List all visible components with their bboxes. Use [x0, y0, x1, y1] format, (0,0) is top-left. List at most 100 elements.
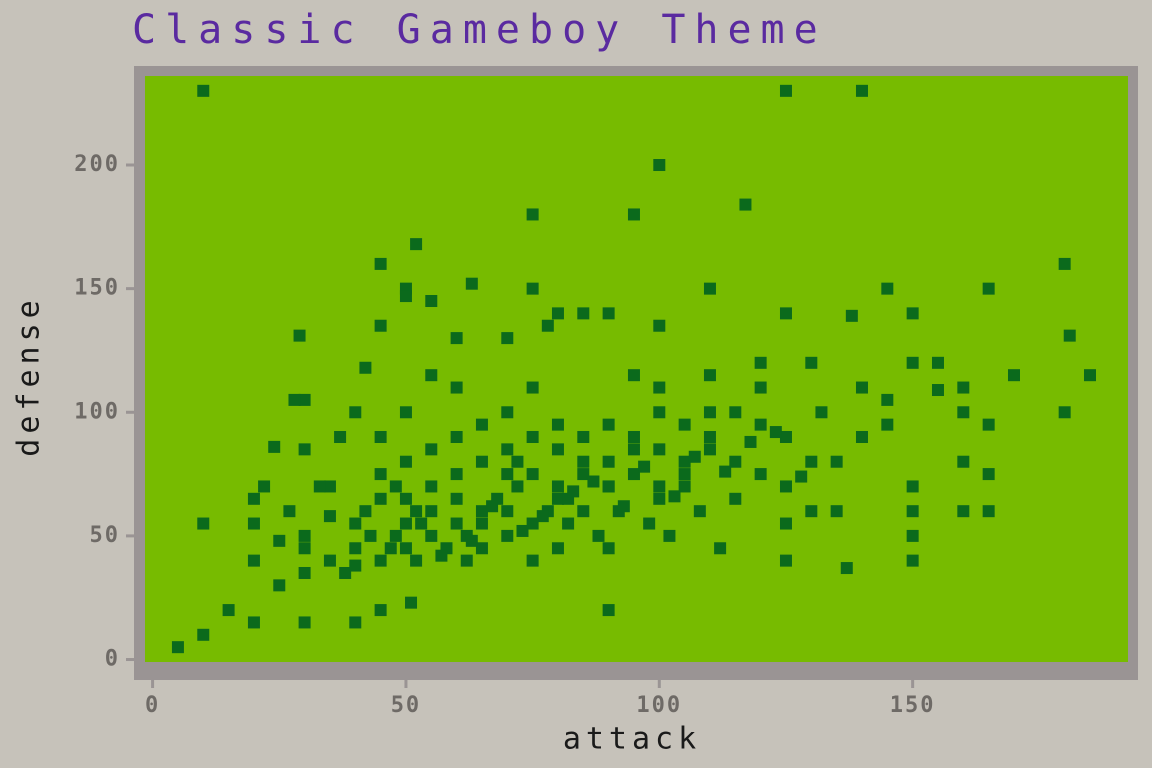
scatter-point: [855, 84, 868, 97]
scatter-point: [359, 505, 372, 518]
scatter-point: [374, 554, 387, 567]
plot-area: [145, 76, 1128, 662]
scatter-point: [729, 406, 742, 419]
scatter-point: [906, 554, 919, 567]
scatter-point: [197, 84, 210, 97]
scatter-point: [602, 307, 615, 320]
scatter-point: [881, 393, 894, 406]
scatter-point: [410, 238, 423, 251]
scatter-point: [359, 361, 372, 374]
y-tick-label: 50: [90, 523, 121, 548]
scatter-point: [754, 418, 767, 431]
scatter-point: [298, 443, 311, 456]
scatter-point: [389, 529, 402, 542]
x-tick-label: 150: [890, 693, 936, 718]
scatter-point: [653, 480, 666, 493]
scatter-point: [779, 480, 792, 493]
scatter-point: [627, 468, 640, 481]
scatter-point: [283, 505, 296, 518]
scatter-point: [693, 505, 706, 518]
scatter-point: [526, 282, 539, 295]
scatter-point: [678, 468, 691, 481]
scatter-point: [653, 406, 666, 419]
scatter-point: [567, 485, 580, 498]
scatter-point: [399, 517, 412, 530]
scatter-point: [587, 475, 600, 488]
scatter-point: [364, 529, 377, 542]
scatter-point: [779, 517, 792, 530]
scatter-point: [815, 406, 828, 419]
scatter-point: [501, 505, 514, 518]
scatter-point: [805, 505, 818, 518]
scatter-point: [1058, 257, 1071, 270]
scatter-point: [222, 604, 235, 617]
scatter-point: [399, 406, 412, 419]
scatter-point: [881, 418, 894, 431]
scatter-point: [399, 492, 412, 505]
scatter-point: [323, 480, 336, 493]
scatter-point: [551, 443, 564, 456]
scatter-point: [374, 257, 387, 270]
scatter-point: [425, 443, 438, 456]
scatter-point: [247, 492, 260, 505]
scatter-point: [374, 604, 387, 617]
scatter-point: [501, 443, 514, 456]
scatter-point: [405, 596, 418, 609]
scatter-point: [460, 554, 473, 567]
scatter-point: [536, 510, 549, 523]
scatter-point: [465, 277, 478, 290]
scatter-point: [703, 369, 716, 382]
scatter-point: [450, 492, 463, 505]
scatter-point: [516, 524, 529, 537]
scatter-point: [602, 418, 615, 431]
scatter-point: [881, 282, 894, 295]
scatter-point: [668, 490, 681, 503]
scatter-point: [197, 628, 210, 641]
x-axis-label: attack: [563, 722, 701, 757]
scatter-point: [769, 426, 782, 439]
scatter-point: [526, 517, 539, 530]
scatter-point: [779, 84, 792, 97]
scatter-point: [475, 542, 488, 555]
scatter-point: [931, 384, 944, 397]
scatter-point: [617, 500, 630, 513]
scatter-point: [268, 440, 281, 453]
scatter-point: [399, 455, 412, 468]
scatter-point: [754, 356, 767, 369]
scatter-point: [1083, 369, 1096, 382]
scatter-point: [602, 480, 615, 493]
scatter-point: [957, 406, 970, 419]
scatter-point: [906, 505, 919, 518]
scatter-point: [982, 468, 995, 481]
scatter-point: [551, 492, 564, 505]
scatter-point: [627, 430, 640, 443]
scatter-point: [805, 356, 818, 369]
scatter-point: [729, 455, 742, 468]
scatter-point: [855, 430, 868, 443]
scatter-point: [678, 418, 691, 431]
scatter-point: [247, 616, 260, 629]
scatter-point: [486, 500, 499, 513]
scatter-point: [653, 492, 666, 505]
scatter-point: [450, 517, 463, 530]
scatter-point: [465, 534, 478, 547]
scatter-point: [754, 468, 767, 481]
scatter-point: [374, 319, 387, 332]
scatter-point: [501, 529, 514, 542]
scatter-point: [688, 450, 701, 463]
scatter-point: [678, 455, 691, 468]
scatter-point: [830, 505, 843, 518]
scatter-point: [475, 418, 488, 431]
scatter-point: [729, 492, 742, 505]
scatter-point: [273, 534, 286, 547]
scatter-point: [1063, 329, 1076, 342]
scatter-point: [349, 559, 362, 572]
scatter-point: [957, 455, 970, 468]
scatter-point: [171, 641, 184, 654]
scatter-point: [425, 295, 438, 308]
scatter-point: [334, 430, 347, 443]
scatter-point: [703, 443, 716, 456]
scatter-point: [435, 549, 448, 562]
scatter-point: [653, 319, 666, 332]
scatter-point: [450, 468, 463, 481]
